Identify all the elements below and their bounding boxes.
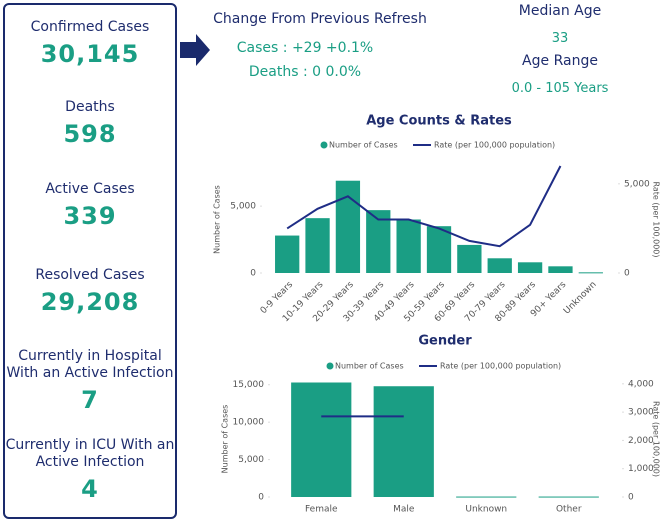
y-axis-label: Number of Cases [221, 405, 230, 474]
bar [373, 386, 434, 497]
x-tick-label: Other [556, 505, 582, 515]
y2-tick-label: 5,000 [624, 179, 650, 189]
y-tick-label: 0 [250, 269, 256, 279]
kpi: Currently in ICU With an Active Infectio… [5, 437, 175, 503]
kpi: Active Cases 339 [5, 181, 175, 230]
bar [366, 210, 391, 273]
y2-tick-label: 2,000 [628, 436, 654, 446]
y2-tick-label: 3,000 [628, 408, 654, 418]
bar [396, 219, 421, 273]
kpi-panel: Confirmed Cases 30,145 Deaths 598 Active Cas… [3, 3, 177, 519]
legend-marker [326, 362, 334, 370]
y2-axis-label: Rate (per 100,000) [652, 181, 661, 257]
kpi: Confirmed Cases 30,145 [5, 19, 175, 68]
legend-label: Rate (per 100,000 population) [434, 141, 555, 150]
range-label: Age Range [522, 53, 598, 69]
kpi: Currently in Hospital With an Active Inf… [5, 348, 175, 414]
change-deaths: Deaths : 0 0.0% [248, 64, 362, 80]
bar [456, 496, 517, 498]
kpi-value: 339 [63, 202, 117, 230]
change-title: Change From Previous Refresh [213, 11, 427, 27]
arrow-icon [180, 34, 210, 66]
y2-tick-label: 0 [624, 269, 630, 279]
bar [517, 262, 543, 273]
kpi-value: 4 [81, 475, 99, 503]
bar [487, 258, 512, 273]
kpi-value: 30,145 [40, 40, 140, 68]
y-tick-label: 10,000 [233, 418, 265, 428]
median-label: Median Age [518, 3, 602, 19]
kpi-label: Currently in Hospital With an Active Inf… [6, 348, 174, 381]
y2-tick-label: 1,000 [628, 464, 654, 474]
kpi-value: 7 [81, 386, 99, 414]
legend-label: Number of Cases [335, 362, 404, 371]
bar [291, 382, 352, 497]
bar [548, 266, 573, 273]
bar [335, 180, 361, 273]
legend-label: Rate (per 100,000 population) [440, 362, 561, 371]
y-axis-label: Number of Cases [213, 185, 222, 254]
x-tick-label: Male [393, 505, 415, 515]
y-tick-label: 0 [258, 493, 264, 503]
x-tick-label: Female [305, 505, 338, 515]
legend-label: Number of Cases [329, 141, 398, 150]
range-value: 0.0 - 105 Years [511, 81, 609, 96]
kpi-value: 29,208 [40, 288, 140, 316]
kpi-label: Confirmed Cases [30, 19, 150, 35]
chart-title: Gender [418, 334, 472, 349]
bar [538, 496, 599, 498]
change-cases: Cases : +29 +0.1% [236, 40, 374, 56]
chart-title: Age Counts & Rates [366, 114, 512, 129]
y2-tick-label: 0 [628, 493, 634, 503]
kpi-label: Active Cases [45, 181, 135, 197]
y2-axis-label: Rate (per 100,000) [652, 401, 661, 477]
kpi: Resolved Cases 29,208 [5, 267, 175, 316]
y-tick-label: 5,000 [230, 202, 256, 212]
bar [305, 218, 330, 273]
kpi-label: Resolved Cases [35, 267, 145, 283]
median-value: 33 [551, 31, 569, 46]
kpi-value: 598 [63, 120, 117, 148]
y-tick-label: 15,000 [233, 380, 265, 390]
bar [457, 244, 482, 273]
kpi-label: Currently in ICU With an Active Infectio… [5, 437, 175, 470]
kpi: Deaths 598 [5, 99, 175, 148]
rate-line [286, 165, 562, 248]
y2-tick-label: 4,000 [628, 379, 654, 389]
y-tick-label: 5,000 [238, 455, 264, 465]
x-tick-label: Unknown [562, 280, 599, 317]
bar [578, 272, 603, 274]
legend-marker [320, 141, 328, 149]
bar [275, 235, 300, 273]
bar [426, 226, 452, 273]
x-tick-label: Unknown [465, 505, 507, 515]
kpi-label: Deaths [65, 99, 115, 115]
